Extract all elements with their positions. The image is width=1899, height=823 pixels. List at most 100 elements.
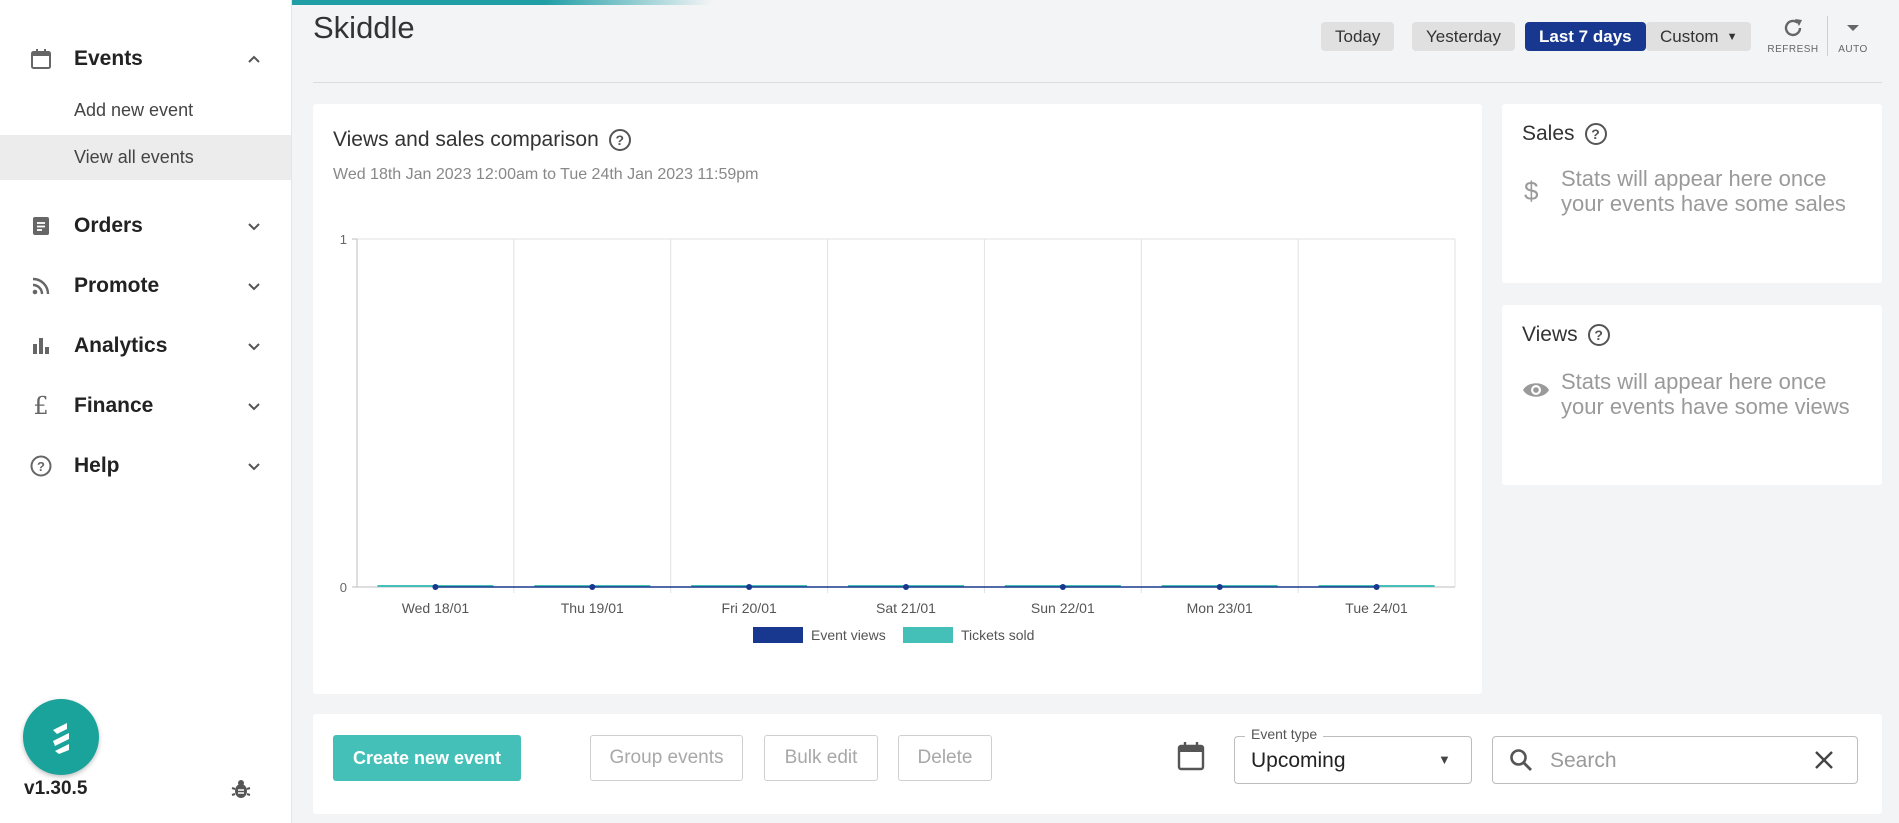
caret-down-icon [1847, 25, 1859, 31]
app-logo-button[interactable] [23, 699, 99, 775]
toolbar-divider [1827, 16, 1828, 56]
chevron-down-icon[interactable] [244, 396, 264, 416]
event-type-value: Upcoming [1251, 749, 1346, 772]
refresh-label: REFRESH [1767, 44, 1819, 55]
header-divider [313, 82, 1882, 83]
range-yesterday-button[interactable]: Yesterday [1412, 22, 1515, 51]
sidebar-item-label: Promote [74, 274, 160, 297]
create-new-event-button[interactable]: Create new event [333, 735, 521, 781]
comparison-title: Views and sales comparison [333, 128, 599, 151]
chevron-down-icon[interactable] [244, 276, 264, 296]
calendar-icon [28, 46, 54, 72]
sales-card: Sales ? $ Stats will appear here once yo… [1502, 104, 1882, 283]
help-icon[interactable]: ? [608, 129, 631, 151]
point-event-views [1216, 584, 1223, 590]
page-title: Skiddle [313, 10, 415, 45]
sidebar-subitem-label: View all events [74, 147, 194, 167]
caret-down-icon: ▼ [1438, 752, 1451, 767]
delete-button[interactable]: Delete [898, 735, 992, 781]
legend-swatch [753, 627, 803, 643]
group-events-button[interactable]: Group events [590, 735, 743, 781]
sidebar-item-finance[interactable]: £ Finance [0, 386, 291, 426]
sidebar-item-label: Events [74, 47, 143, 70]
refresh-icon [1784, 19, 1802, 37]
range-last-7-days-button[interactable]: Last 7 days [1525, 22, 1646, 51]
views-sales-chart: 0 1 Wed 18/01 Thu 19/01 Fri 20/01 Sat 21/01 Su… [340, 232, 1456, 643]
x-tick-label: Fri 20/01 [722, 600, 777, 616]
rss-icon [28, 273, 54, 299]
pound-icon: £ [33, 392, 49, 420]
y-tick-label: 0 [340, 580, 347, 595]
comparison-date-range: Wed 18th Jan 2023 12:00am to Tue 24th Ja… [333, 166, 759, 183]
range-today-button[interactable]: Today [1321, 22, 1395, 51]
views-empty-text: Stats will appear here once your events … [1561, 369, 1850, 419]
sidebar-item-orders[interactable]: Orders [0, 206, 291, 246]
document-icon [28, 213, 54, 239]
sidebar-item-events[interactable]: Events [0, 39, 291, 79]
sales-title: Sales [1522, 122, 1575, 145]
event-type-label: Event type [1245, 726, 1324, 742]
point-event-views [1373, 584, 1380, 590]
sales-card-header: Sales ? [1522, 122, 1607, 146]
search-input[interactable] [1548, 748, 1798, 774]
x-tick-label: Sat 21/01 [876, 600, 936, 616]
help-icon: ? [28, 453, 54, 479]
auto-refresh-dropdown[interactable]: AUTO [1828, 16, 1878, 55]
sidebar-item-analytics[interactable]: Analytics [0, 326, 291, 366]
app-version: v1.30.5 [24, 778, 88, 799]
point-event-views [432, 584, 439, 590]
bar-chart-icon [28, 333, 54, 359]
views-card-header: Views ? [1522, 323, 1610, 347]
legend-label: Tickets sold [961, 627, 1034, 643]
calendar-icon[interactable] [1176, 740, 1206, 777]
refresh-button[interactable]: REFRESH [1767, 16, 1819, 55]
comparison-card-header: Views and sales comparison ? [333, 128, 631, 152]
sidebar-item-label: Help [74, 454, 120, 477]
sidebar-item-help[interactable]: ? Help [0, 446, 291, 486]
sidebar-subitem-view-all-events[interactable]: View all events [0, 135, 291, 180]
x-tick-label: Thu 19/01 [561, 600, 624, 616]
help-icon[interactable]: ? [1584, 123, 1607, 145]
range-custom-dropdown[interactable]: Custom ▼ [1646, 22, 1752, 51]
bug-report-icon[interactable] [229, 777, 253, 801]
dollar-icon: $ [1524, 176, 1539, 206]
chevron-up-icon[interactable] [244, 49, 264, 69]
svg-text:?: ? [37, 459, 45, 474]
skiddle-logo-icon [53, 723, 69, 754]
sidebar-item-label: Finance [74, 394, 154, 417]
event-type-select[interactable] [1234, 736, 1472, 784]
views-title: Views [1522, 323, 1578, 346]
bulk-edit-button[interactable]: Bulk edit [764, 735, 878, 781]
sidebar-item-label: Orders [74, 214, 143, 237]
sales-empty-text: Stats will appear here once your events … [1561, 166, 1846, 216]
top-accent-bar [292, 0, 712, 5]
sidebar-item-label: Analytics [74, 334, 168, 357]
range-custom-label: Custom [1660, 26, 1719, 46]
auto-label: AUTO [1838, 44, 1868, 55]
comparison-card: Views and sales comparison ? Wed 18th Ja… [313, 104, 1482, 694]
legend-label: Event views [811, 627, 886, 643]
x-tick-label: Tue 24/01 [1345, 600, 1408, 616]
chevron-down-icon[interactable] [244, 216, 264, 236]
chevron-down-icon[interactable] [244, 336, 264, 356]
sidebar-subitem-add-new-event[interactable]: Add new event [0, 88, 291, 133]
legend-swatch [903, 627, 953, 643]
chevron-down-icon[interactable] [244, 456, 264, 476]
sidebar-item-promote[interactable]: Promote [0, 266, 291, 306]
x-tick-label: Wed 18/01 [402, 600, 470, 616]
x-tick-label: Sun 22/01 [1031, 600, 1095, 616]
point-event-views [1059, 584, 1066, 590]
point-event-views [589, 584, 596, 590]
search-icon [1508, 747, 1534, 778]
caret-down-icon: ▼ [1726, 30, 1738, 43]
clear-search-icon[interactable] [1813, 749, 1835, 776]
sidebar-subitem-label: Add new event [74, 100, 194, 120]
y-tick-label: 1 [340, 232, 347, 247]
x-tick-label: Mon 23/01 [1187, 600, 1253, 616]
views-card: Views ? Stats will appear here once your… [1502, 305, 1882, 485]
sidebar: Events Add new event View all events Ord… [0, 0, 292, 823]
eye-icon [1521, 379, 1551, 406]
point-event-views [746, 584, 753, 590]
point-event-views [903, 584, 909, 590]
help-icon[interactable]: ? [1587, 324, 1610, 346]
